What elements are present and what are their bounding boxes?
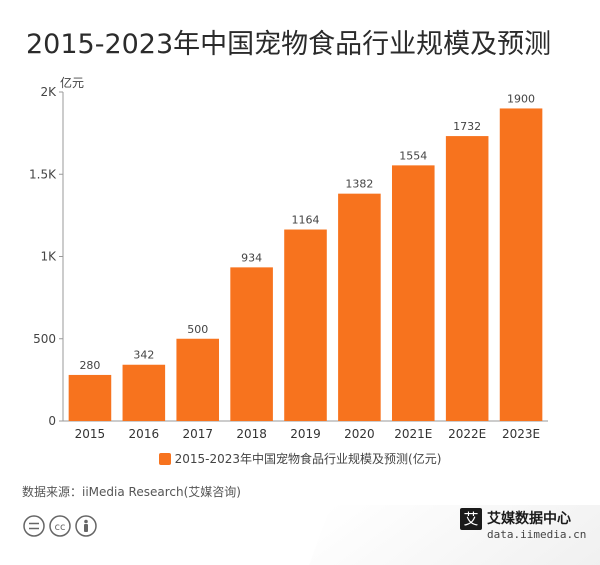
iimedia-logo: 艾 艾媒数据中心 data.iimedia.cn (460, 508, 588, 544)
chart-title: 2015-2023年中国宠物食品行业规模及预测 (26, 29, 552, 60)
chart-legend[interactable]: 2015-2023年中国宠物食品行业规模及预测(亿元) (0, 450, 600, 467)
equals-icon (23, 515, 45, 537)
y-axis-tick-label: 1.5K (29, 167, 57, 181)
x-axis-category-label: 2015 (75, 427, 106, 441)
bar-2019[interactable] (284, 229, 327, 421)
bar-2022E[interactable] (445, 136, 489, 421)
data-source-note: 数据来源：iiMedia Research(艾媒咨询) (22, 485, 241, 499)
bar-value-label: 500 (187, 323, 208, 336)
bar-value-label: 1554 (399, 149, 427, 162)
x-axis-category-label: 2017 (182, 427, 213, 441)
y-axis-tick-label: 500 (33, 332, 56, 346)
bar-chart: 0 500 1K 1.5K 2K 280 2015 342 2016 500 2017 934 2018… (29, 85, 548, 441)
x-axis-category-label: 2019 (290, 427, 321, 441)
bar-2017[interactable] (176, 338, 220, 421)
bar-value-label: 1732 (453, 120, 481, 133)
x-axis-category-label: 2023E (502, 427, 540, 441)
bar-2016[interactable] (122, 364, 166, 421)
creative-commons-license-icons: cc (23, 515, 97, 537)
y-axis-tick-label: 1K (40, 250, 57, 264)
bar-value-label: 1900 (507, 92, 535, 105)
bar-value-label: 1164 (292, 214, 320, 227)
y-axis-tick-label: 0 (48, 414, 56, 428)
bar-2015[interactable] (68, 374, 112, 421)
logo-url: data.iimedia.cn (487, 528, 587, 541)
bar-2020[interactable] (338, 193, 381, 421)
cc-icon: cc (49, 515, 71, 537)
svg-text:cc: cc (55, 522, 66, 533)
bar-2023E[interactable] (499, 108, 543, 421)
logo-brand: 艾媒数据中心 (487, 511, 571, 527)
x-axis-category-label: 2022E (448, 427, 486, 441)
logo-mark: 艾 (460, 508, 482, 530)
bar-2018[interactable] (230, 267, 273, 421)
bar-value-label: 280 (79, 359, 100, 372)
bar-value-label: 342 (133, 349, 154, 362)
x-axis-category-label: 2018 (236, 427, 267, 441)
x-axis-category-label: 2016 (129, 427, 160, 441)
attribution-person-icon (75, 515, 97, 537)
bar-value-label: 934 (241, 251, 262, 264)
x-axis-category-label: 2020 (344, 427, 375, 441)
x-axis-category-label: 2021E (394, 427, 432, 441)
legend-label: 2015-2023年中国宠物食品行业规模及预测(亿元) (174, 452, 442, 466)
legend-swatch (158, 453, 171, 465)
y-axis-tick-label: 2K (40, 85, 57, 99)
bar-value-label: 1382 (345, 178, 373, 191)
bar-2021E[interactable] (391, 165, 435, 421)
y-axis-unit-label: 亿元 (60, 76, 85, 90)
